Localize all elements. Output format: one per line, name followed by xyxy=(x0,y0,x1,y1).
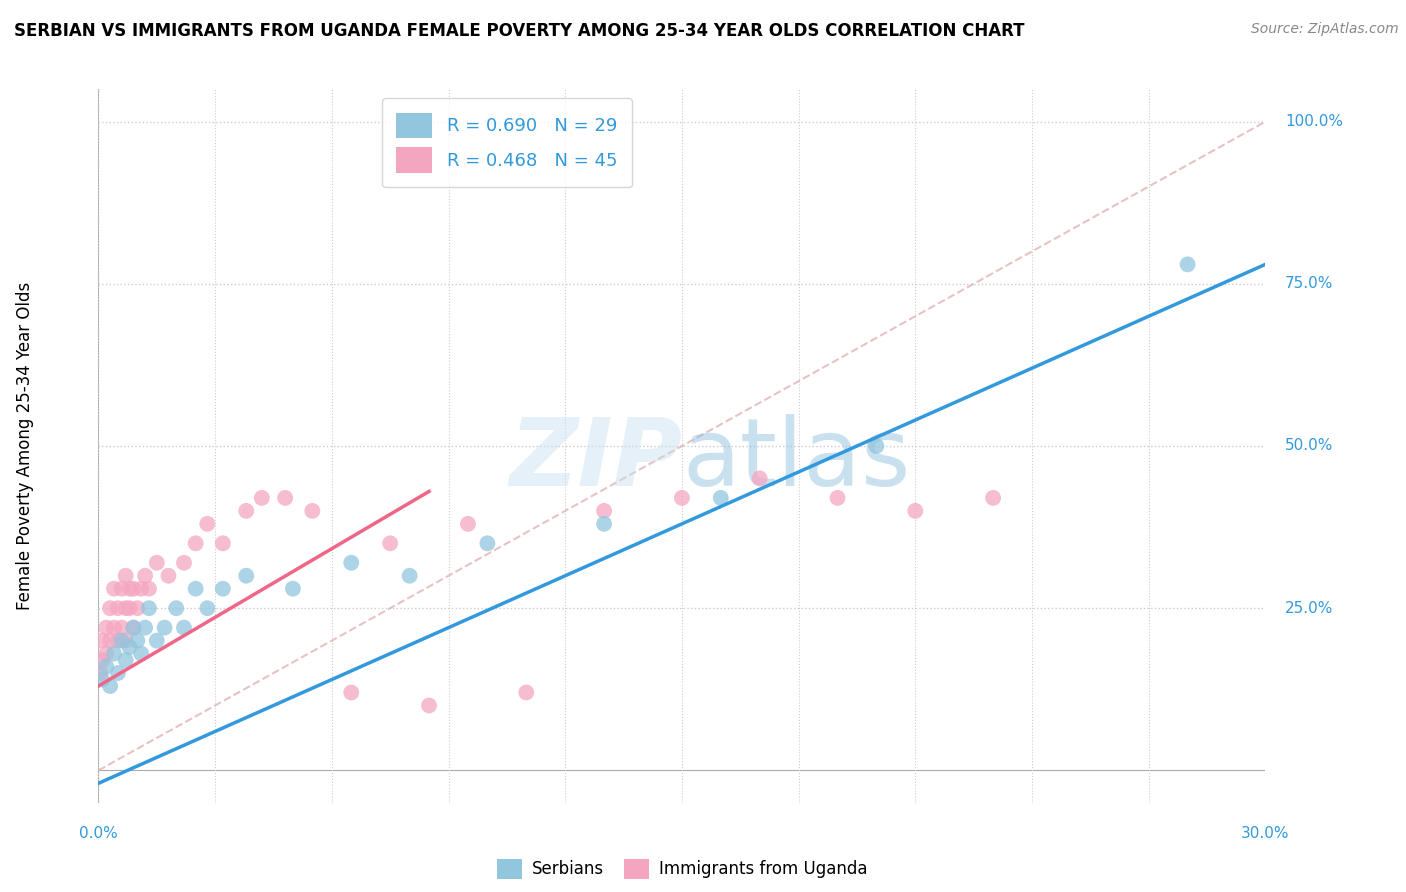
Point xyxy=(827,491,849,505)
Text: 75.0%: 75.0% xyxy=(1285,277,1333,292)
Text: 50.0%: 50.0% xyxy=(1285,439,1333,453)
Point xyxy=(748,471,770,485)
Point xyxy=(91,673,114,687)
Point xyxy=(378,536,402,550)
Point xyxy=(710,491,733,505)
Point xyxy=(111,582,134,596)
Point xyxy=(457,516,479,531)
Point xyxy=(107,633,129,648)
Point xyxy=(114,568,136,582)
Point xyxy=(195,516,218,531)
Point xyxy=(184,536,207,550)
Point xyxy=(91,653,114,667)
Point xyxy=(671,491,693,505)
Point xyxy=(111,621,134,635)
Point xyxy=(165,601,187,615)
Point xyxy=(981,491,1004,505)
Point xyxy=(122,621,145,635)
Point xyxy=(340,556,363,570)
Point xyxy=(173,556,195,570)
Point xyxy=(118,601,141,615)
Text: ZIP: ZIP xyxy=(509,414,682,507)
Point xyxy=(107,666,129,681)
Point xyxy=(103,621,125,635)
Text: SERBIAN VS IMMIGRANTS FROM UGANDA FEMALE POVERTY AMONG 25-34 YEAR OLDS CORRELATI: SERBIAN VS IMMIGRANTS FROM UGANDA FEMALE… xyxy=(14,22,1025,40)
Text: 100.0%: 100.0% xyxy=(1285,114,1343,129)
Point xyxy=(184,582,207,596)
Text: atlas: atlas xyxy=(682,414,910,507)
Legend: R = 0.690   N = 29, R = 0.468   N = 45: R = 0.690 N = 29, R = 0.468 N = 45 xyxy=(382,98,631,187)
Point xyxy=(477,536,499,550)
Point xyxy=(134,568,156,582)
Point xyxy=(195,601,218,615)
Point xyxy=(212,536,235,550)
Point xyxy=(114,653,136,667)
Point xyxy=(96,647,118,661)
Point xyxy=(398,568,420,582)
Point xyxy=(96,621,118,635)
Point xyxy=(235,504,257,518)
Point xyxy=(129,647,152,661)
Point xyxy=(98,633,121,648)
Point xyxy=(865,439,887,453)
Text: Source: ZipAtlas.com: Source: ZipAtlas.com xyxy=(1251,22,1399,37)
Text: 25.0%: 25.0% xyxy=(1285,600,1333,615)
Point xyxy=(91,633,114,648)
Point xyxy=(103,582,125,596)
Point xyxy=(107,601,129,615)
Point xyxy=(593,516,616,531)
Point xyxy=(114,633,136,648)
Point xyxy=(418,698,440,713)
Point xyxy=(127,633,149,648)
Text: Female Poverty Among 25-34 Year Olds: Female Poverty Among 25-34 Year Olds xyxy=(17,282,34,610)
Point xyxy=(281,582,304,596)
Point xyxy=(1177,257,1199,271)
Point xyxy=(118,582,141,596)
Point xyxy=(235,568,257,582)
Point xyxy=(127,601,149,615)
Point xyxy=(134,621,156,635)
Text: 30.0%: 30.0% xyxy=(1241,825,1289,840)
Point xyxy=(250,491,273,505)
Point xyxy=(515,685,537,699)
Point xyxy=(122,582,145,596)
Point xyxy=(118,640,141,654)
Point xyxy=(122,621,145,635)
Point xyxy=(146,556,169,570)
Point xyxy=(274,491,297,505)
Point xyxy=(146,633,169,648)
Point xyxy=(114,601,136,615)
Point xyxy=(904,504,927,518)
Point xyxy=(98,601,121,615)
Point xyxy=(96,659,118,673)
Point xyxy=(340,685,363,699)
Point xyxy=(111,633,134,648)
Point xyxy=(138,601,160,615)
Point xyxy=(138,582,160,596)
Point xyxy=(301,504,323,518)
Point xyxy=(98,679,121,693)
Point xyxy=(157,568,180,582)
Point xyxy=(173,621,195,635)
Point xyxy=(89,666,111,681)
Text: 0.0%: 0.0% xyxy=(79,825,118,840)
Point xyxy=(129,582,152,596)
Point xyxy=(153,621,176,635)
Point xyxy=(593,504,616,518)
Point xyxy=(212,582,235,596)
Point xyxy=(103,647,125,661)
